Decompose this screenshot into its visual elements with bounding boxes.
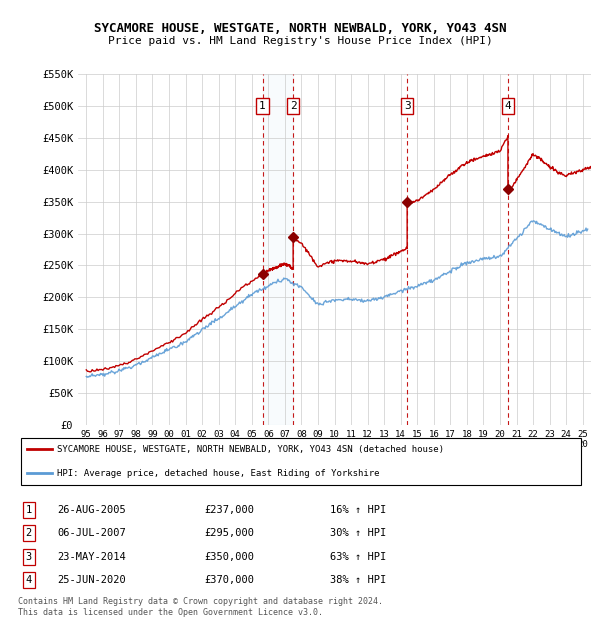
FancyBboxPatch shape <box>21 438 581 485</box>
Text: 06-JUL-2007: 06-JUL-2007 <box>57 528 126 538</box>
Text: £350,000: £350,000 <box>204 552 254 562</box>
Text: 3: 3 <box>404 101 410 111</box>
Text: 38% ↑ HPI: 38% ↑ HPI <box>330 575 386 585</box>
Text: HPI: Average price, detached house, East Riding of Yorkshire: HPI: Average price, detached house, East… <box>56 469 379 478</box>
Text: 2: 2 <box>26 528 32 538</box>
Text: Price paid vs. HM Land Registry's House Price Index (HPI): Price paid vs. HM Land Registry's House … <box>107 36 493 46</box>
Text: 63% ↑ HPI: 63% ↑ HPI <box>330 552 386 562</box>
Text: £237,000: £237,000 <box>204 505 254 515</box>
Text: 2: 2 <box>290 101 296 111</box>
Text: 30% ↑ HPI: 30% ↑ HPI <box>330 528 386 538</box>
Text: 23-MAY-2014: 23-MAY-2014 <box>57 552 126 562</box>
Text: 3: 3 <box>26 552 32 562</box>
Text: 16% ↑ HPI: 16% ↑ HPI <box>330 505 386 515</box>
Text: SYCAMORE HOUSE, WESTGATE, NORTH NEWBALD, YORK, YO43 4SN (detached house): SYCAMORE HOUSE, WESTGATE, NORTH NEWBALD,… <box>56 445 443 454</box>
Text: 4: 4 <box>505 101 511 111</box>
Text: SYCAMORE HOUSE, WESTGATE, NORTH NEWBALD, YORK, YO43 4SN: SYCAMORE HOUSE, WESTGATE, NORTH NEWBALD,… <box>94 22 506 35</box>
Text: 1: 1 <box>26 505 32 515</box>
Text: £370,000: £370,000 <box>204 575 254 585</box>
Text: 25-JUN-2020: 25-JUN-2020 <box>57 575 126 585</box>
Text: Contains HM Land Registry data © Crown copyright and database right 2024.
This d: Contains HM Land Registry data © Crown c… <box>18 598 383 617</box>
Text: 26-AUG-2005: 26-AUG-2005 <box>57 505 126 515</box>
Text: 4: 4 <box>26 575 32 585</box>
Text: £295,000: £295,000 <box>204 528 254 538</box>
Bar <box>263 74 293 425</box>
Text: 1: 1 <box>259 101 266 111</box>
